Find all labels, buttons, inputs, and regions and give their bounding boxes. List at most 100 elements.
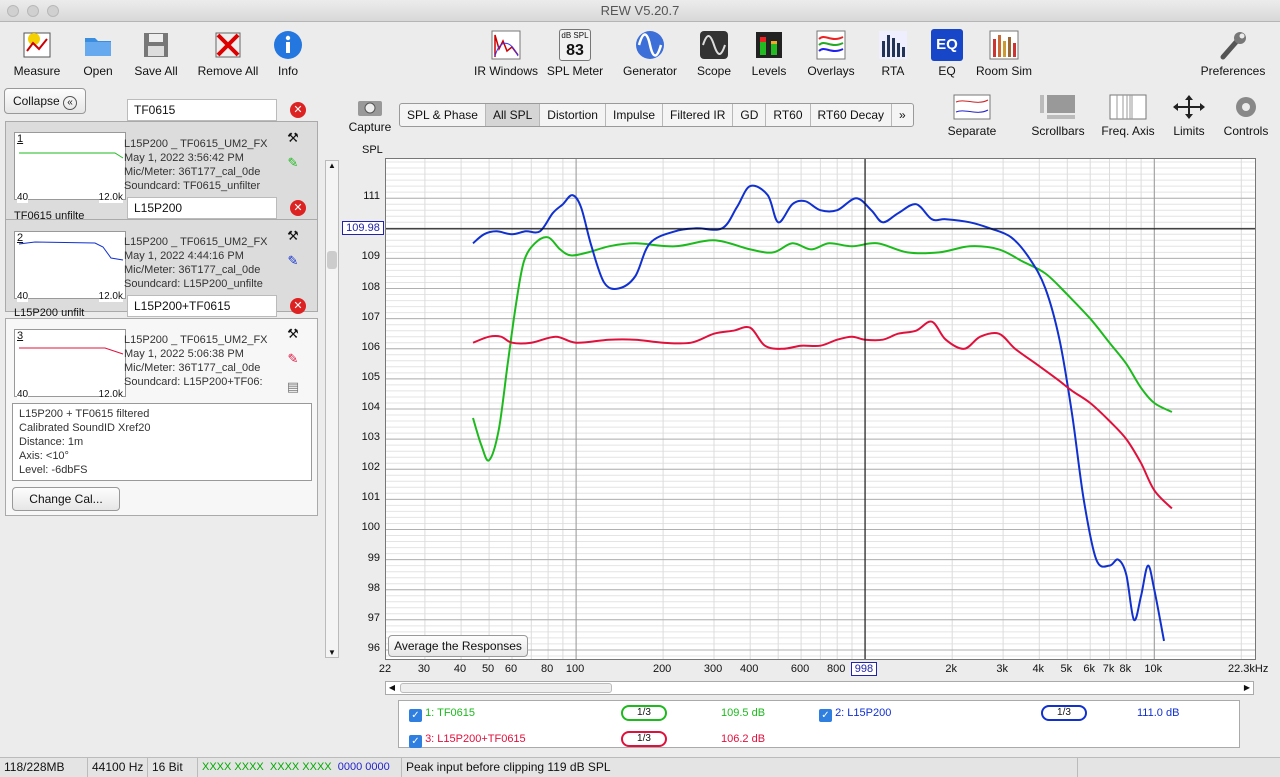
remove-measurement-icon[interactable]: ✕ — [290, 200, 306, 216]
bit-depth: 16 Bit — [148, 758, 198, 777]
close-window-button[interactable] — [7, 5, 19, 17]
measurement-name-input[interactable]: L15P200 — [127, 197, 277, 219]
spl-graph-canvas[interactable] — [386, 159, 1255, 659]
measurement-name-input[interactable]: L15P200+TF0615 — [127, 295, 277, 317]
series-level: 111.0 dB — [1137, 707, 1180, 719]
x-tick-label: 2k — [945, 663, 958, 675]
legend-checkbox[interactable]: ✓ — [409, 735, 422, 748]
zoom-window-button[interactable] — [47, 5, 59, 17]
tab-filtered-ir[interactable]: Filtered IR — [663, 104, 734, 126]
measurement-thumbnail[interactable]: 1 40 12.0k — [14, 132, 126, 203]
eq-button[interactable]: EQ EQ — [926, 29, 968, 78]
spl-graph[interactable] — [385, 158, 1256, 660]
measure-button[interactable]: Measure — [8, 29, 66, 78]
measurement-thumbnail[interactable]: 2 40 12.0k — [14, 231, 126, 302]
open-button[interactable]: Open — [70, 29, 126, 78]
tab-distortion[interactable]: Distortion — [540, 104, 606, 126]
remove-measurement-icon[interactable]: ✕ — [290, 102, 306, 118]
scroll-down-icon[interactable]: ▼ — [328, 648, 336, 657]
sidebar-scrollbar[interactable]: ▲ ▼ — [325, 160, 339, 658]
x-tick-label: 4k — [1032, 663, 1045, 675]
separate-button[interactable]: Separate — [946, 94, 998, 138]
generator-icon — [636, 31, 664, 59]
measurement-name-input[interactable]: TF0615 — [127, 99, 277, 121]
scroll-left-icon[interactable]: ◀ — [388, 683, 396, 692]
tab-rt60-decay[interactable]: RT60 Decay — [811, 104, 892, 126]
controls-button[interactable]: Controls — [1218, 94, 1274, 138]
tab-spl-phase[interactable]: SPL & Phase — [400, 104, 486, 126]
legend-checkbox[interactable]: ✓ — [409, 709, 422, 722]
measurement-info: L15P200 _ TF0615_UM2_FX May 1, 2022 3:56:… — [124, 138, 268, 192]
levels-icon — [756, 32, 782, 58]
rta-button[interactable]: RTA — [872, 29, 914, 78]
x-tick-label: 3k — [996, 663, 1008, 675]
series-line-1 — [472, 236, 1173, 462]
measurement-thumbnail[interactable]: 3 40 12.0k — [14, 329, 126, 400]
scroll-up-icon[interactable]: ▲ — [328, 161, 336, 170]
scope-button[interactable]: Scope — [690, 29, 738, 78]
y-tick-label: 104 — [361, 401, 380, 413]
change-cal-button[interactable]: Change Cal... — [12, 487, 120, 511]
smoothing-badge[interactable]: 1/3 — [621, 705, 667, 721]
collapse-button[interactable]: Collapse « — [4, 88, 86, 114]
legend-entry-2[interactable]: ✓ 2: L15P200 1/3 111.0 dB — [819, 705, 1219, 722]
smoothing-badge[interactable]: 1/3 — [1041, 705, 1087, 721]
x-tick-label: 600 — [790, 663, 810, 675]
gear-icon — [1236, 97, 1256, 117]
y-tick-label: 99 — [367, 551, 380, 564]
room-sim-icon — [989, 30, 1019, 60]
info-button[interactable]: Info — [266, 29, 310, 78]
overlays-button[interactable]: Overlays — [802, 29, 860, 78]
tab-all-spl[interactable]: All SPL — [485, 104, 541, 126]
series-line-2 — [472, 184, 1165, 642]
smoothing-badge[interactable]: 1/3 — [621, 731, 667, 747]
x-tick-label: 30 — [417, 663, 431, 675]
scroll-thumb[interactable] — [327, 251, 337, 269]
limits-icon — [1173, 95, 1205, 119]
cursor-y-readout: 109.98 — [342, 220, 384, 235]
scroll-right-icon[interactable]: ▶ — [1243, 683, 1251, 692]
y-tick-label: 103 — [361, 431, 380, 444]
notes-icon[interactable]: ▤ — [286, 379, 300, 394]
x-tick-label: 400 — [739, 663, 759, 675]
levels-button[interactable]: Levels — [746, 29, 792, 78]
average-responses-button[interactable]: Average the Responses — [388, 635, 528, 657]
generator-button[interactable]: Generator — [618, 29, 682, 78]
limits-button[interactable]: Limits — [1166, 94, 1212, 138]
remove-measurement-icon[interactable]: ✕ — [290, 298, 306, 314]
eq-edit-icon[interactable]: ⚒ — [287, 130, 299, 145]
remove-icon — [215, 32, 241, 58]
legend-checkbox[interactable]: ✓ — [819, 709, 832, 722]
spl-meter-button[interactable]: dB SPL 83 SPL Meter — [546, 29, 604, 78]
save-all-button[interactable]: Save All — [128, 29, 184, 78]
eq-edit-icon[interactable]: ⚒ — [287, 326, 299, 341]
graph-horizontal-scrollbar[interactable]: ◀ ▶ — [385, 681, 1254, 695]
tab-rt60[interactable]: RT60 — [766, 104, 811, 126]
minimize-window-button[interactable] — [27, 5, 39, 17]
input-levels: XXXX XXXX XXXX XXXX 0000 0000 — [198, 758, 402, 777]
pen-color-icon[interactable]: ✎ — [287, 253, 299, 268]
ir-windows-button[interactable]: IR Windows — [474, 29, 538, 78]
measurement-notes[interactable]: L15P200 + TF0615 filtered Calibrated Soun… — [12, 403, 312, 481]
tab-impulse[interactable]: Impulse — [606, 104, 664, 126]
legend-entry-1[interactable]: ✓ 1: TF0615 1/3 109.5 dB — [409, 705, 809, 722]
pen-color-icon[interactable]: ✎ — [287, 155, 299, 170]
save-icon — [144, 33, 168, 57]
remove-all-button[interactable]: Remove All — [194, 29, 262, 78]
pen-color-icon[interactable]: ✎ — [287, 351, 299, 366]
y-tick-label: 109 — [361, 250, 380, 263]
measurement-tab-label[interactable]: L15P200 unfilt — [14, 307, 85, 319]
separate-icon — [953, 94, 991, 120]
tab-gd[interactable]: GD — [733, 104, 767, 126]
scrollbars-button[interactable]: Scrollbars — [1028, 94, 1088, 138]
x-tick-label: 10k — [1144, 663, 1163, 675]
room-sim-button[interactable]: Room Sim — [972, 29, 1036, 78]
legend-entry-3[interactable]: ✓ 3: L15P200+TF0615 1/3 106.2 dB — [409, 731, 809, 748]
graph-legend: ✓ 1: TF0615 1/3 109.5 dB ✓ 2: L15P200 1/3 111… — [398, 700, 1240, 748]
scroll-thumb[interactable] — [400, 683, 612, 693]
capture-button[interactable]: Capture — [346, 96, 394, 134]
freq-axis-button[interactable]: Freq. Axis — [1098, 94, 1158, 138]
preferences-button[interactable]: Preferences — [1198, 29, 1268, 78]
tab-more[interactable]: » — [899, 108, 906, 122]
eq-edit-icon[interactable]: ⚒ — [287, 228, 299, 243]
